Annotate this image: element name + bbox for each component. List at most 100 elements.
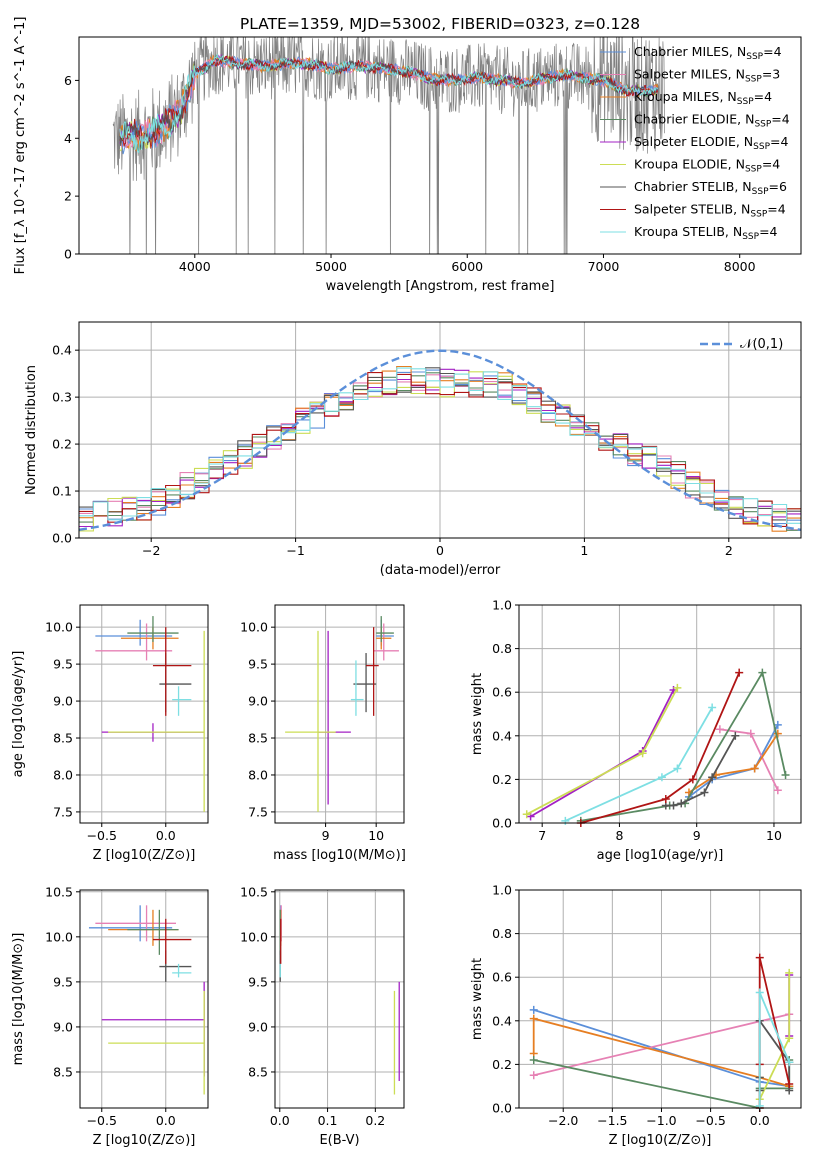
weight-marker [781, 771, 790, 780]
y-axis-label: mass [log10(M/M⊙)] [11, 933, 26, 1066]
legend-label: Kroupa STELIB, NSSP=4 [634, 224, 778, 242]
x-tick-label: 0.2 [365, 1113, 385, 1128]
legend-label: Chabrier MILES, NSSP=4 [634, 44, 782, 62]
legend-label: Chabrier ELODIE, NSSP=4 [634, 112, 790, 130]
plot-frame [79, 604, 209, 824]
x-tick-label: −0.5 [695, 1113, 725, 1128]
weight-marker [638, 749, 647, 758]
y-tick-label: 0.4 [52, 343, 72, 358]
x-tick-label: 1 [580, 543, 588, 558]
weight-marker [773, 729, 782, 738]
weight-marker [731, 731, 740, 740]
weight-marker [673, 764, 682, 773]
x-tick-label: −1.5 [597, 1113, 627, 1128]
x-tick-label: 9 [322, 828, 330, 843]
x-axis-label: age [log10(age/yr)] [597, 848, 724, 863]
histogram-step [79, 367, 801, 521]
y-tick-label: 9.0 [53, 694, 73, 709]
x-axis-label: Z [log10(Z/Z⊙)] [609, 1133, 712, 1148]
gaussian-curve [79, 349, 801, 531]
x-tick-label: 7 [538, 828, 546, 843]
weight-marker [708, 773, 717, 782]
x-axis-label: (data-model)/error [380, 563, 501, 578]
residuals-plot-area [79, 349, 801, 532]
y-tick-label: 1.0 [492, 883, 512, 898]
x-tick-label: −0.5 [87, 1113, 117, 1128]
plot-frame [518, 889, 802, 1109]
x-tick-label: 2 [725, 543, 733, 558]
y-tick-label: 8.0 [53, 767, 73, 782]
z-age-panel: −0.5 0.0 7.5 8.0 8.5 9.0 9.5 10.0 Z [log10(Z/Z⊙)… [11, 604, 209, 863]
y-axis-label: mass weight [470, 958, 485, 1040]
legend-label: Chabrier STELIB, NSSP=6 [634, 179, 787, 197]
x-tick-label: 0.1 [318, 1113, 338, 1128]
y-tick-label: 8.5 [53, 731, 73, 746]
y-axis-label: age [log10(age/yr)] [11, 651, 26, 778]
weight-series-line [688, 733, 779, 794]
y-tick-label: 0 [64, 247, 72, 262]
legend-label: Kroupa ELODIE, NSSP=4 [634, 157, 780, 175]
x-tick-label: −0.5 [87, 828, 117, 843]
x-tick-label: 0.0 [750, 1113, 770, 1128]
weight-marker [746, 729, 755, 738]
y-tick-label: 7.5 [53, 804, 73, 819]
y-tick-label: 0.0 [52, 531, 72, 546]
y-tick-label: 9.0 [248, 694, 268, 709]
weight-marker [657, 773, 666, 782]
y-tick-label: 0.4 [492, 1013, 512, 1028]
mass-age-panel: 9 10 7.5 8.0 8.5 9.0 9.5 10.0 mass [log10(M/M⊙)] [240, 604, 406, 863]
legend-label: Salpeter MILES, NSSP=3 [634, 67, 780, 85]
ebv-mass-panel: 0.0 0.1 0.2 8.5 9.0 9.5 10.0 10.5 E(B-V) [240, 884, 405, 1148]
x-tick-label: 10 [766, 828, 782, 843]
plot-frame [274, 889, 405, 1109]
y-tick-label: 1.0 [492, 598, 512, 613]
x-axis-label: mass [log10(M/M⊙)] [273, 848, 406, 863]
weight-series-line [533, 1013, 790, 1077]
x-tick-label: 8 [615, 828, 623, 843]
y-tick-label: 0.4 [492, 728, 512, 743]
model-spectrum-line [119, 53, 659, 154]
y-tick-label: 2 [64, 189, 72, 204]
x-tick-label: 9 [693, 828, 701, 843]
y-tick-label: 9.0 [248, 1019, 268, 1034]
histogram-step [79, 367, 801, 524]
y-tick-label: 0.8 [492, 926, 512, 941]
weight-marker [785, 1058, 794, 1067]
y-tick-label: 7.5 [248, 804, 268, 819]
x-tick-label: 8000 [724, 259, 756, 274]
plot-frame [274, 604, 405, 824]
x-tick-label: 0.0 [156, 1113, 176, 1128]
y-tick-label: 9.5 [53, 974, 73, 989]
x-axis-label: wavelength [Angstrom, rest frame] [326, 279, 555, 294]
y-axis-label: Normed distribution [24, 365, 39, 495]
weight-marker [715, 725, 724, 734]
y-tick-label: 0.3 [52, 390, 72, 405]
y-tick-label: 0.2 [52, 437, 72, 452]
residuals-panel: −2 −1 0 1 2 0.0 0.1 0.2 0.3 0.4 (data-model)/error… [24, 321, 802, 578]
y-tick-label: 10.0 [45, 929, 73, 944]
weight-marker [773, 720, 782, 729]
x-tick-label: 0.0 [270, 1113, 290, 1128]
x-tick-label: 0 [436, 543, 444, 558]
weight-marker [755, 953, 764, 962]
y-tick-label: 0.0 [492, 816, 512, 831]
weight-marker [529, 1071, 538, 1080]
y-tick-label: 9.0 [53, 1019, 73, 1034]
spectrum-panel: 4000 5000 6000 7000 8000 0 2 4 6 wavelength [Angs… [13, 17, 802, 294]
weight-marker [522, 810, 531, 819]
legend-label: Kroupa MILES, NSSP=4 [634, 89, 772, 107]
z-mass-panel: −0.5 0.0 8.5 9.0 9.5 10.0 10.5 Z [log10(Z/Z⊙)] m… [11, 884, 209, 1148]
plot-frame [78, 36, 802, 255]
y-tick-label: 9.5 [248, 657, 268, 672]
weight-series-line [580, 670, 787, 822]
y-tick-label: 10.0 [240, 929, 268, 944]
x-tick-label: 7000 [588, 259, 620, 274]
weight-marker [755, 988, 764, 997]
y-tick-label: 10.0 [45, 620, 73, 635]
x-tick-label: −1 [286, 543, 304, 558]
x-tick-label: −2.0 [548, 1113, 578, 1128]
x-axis-label: Z [log10(Z/Z⊙)] [93, 1133, 196, 1148]
y-tick-label: 9.5 [53, 657, 73, 672]
x-axis-label: E(B-V) [319, 1133, 359, 1148]
